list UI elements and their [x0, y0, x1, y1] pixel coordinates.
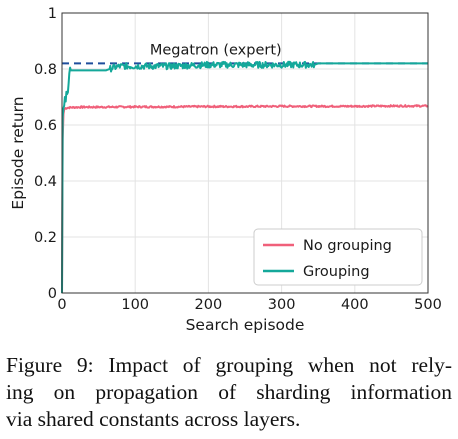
- series-line: [61, 60, 429, 294]
- plot-frame: [61, 12, 429, 294]
- chart: Megatron (expert) 0 100 200 300 400 500 00.20…: [9, 6, 442, 334]
- figure-caption: Figure 9: Impact of grouping when not re…: [6, 352, 452, 433]
- legend-label: Grouping: [303, 264, 370, 280]
- x-tick-label: 200: [195, 297, 223, 313]
- x-tick-label: 300: [268, 297, 296, 313]
- x-tick-label: 500: [414, 297, 442, 313]
- x-axis-label: Search episode: [186, 316, 305, 334]
- x-tick-labels: 0 100 200 300 400 500: [57, 297, 441, 313]
- grid: [61, 12, 429, 294]
- x-tick-label: 100: [121, 297, 149, 313]
- y-tick-label: 0.8: [34, 62, 57, 78]
- legend: No grouping Grouping: [253, 228, 423, 286]
- y-tick-label: 1: [48, 6, 57, 22]
- caption-line-3: via shared constants across layers.: [6, 407, 301, 431]
- y-tick-label: 0.4: [34, 174, 57, 190]
- y-axis-label: Episode return: [9, 96, 27, 209]
- caption-line-2: ing on propagation of sharding informati…: [6, 380, 452, 404]
- series-lines: [61, 60, 429, 294]
- y-tick-labels: 0 0.2 0.4 0.6 0.8 1: [34, 6, 57, 302]
- reference-line-label: Megatron (expert): [150, 42, 282, 58]
- x-tick-label: 400: [341, 297, 369, 313]
- y-tick-label: 0.2: [34, 230, 57, 246]
- legend-box: [253, 228, 423, 286]
- series-line: [61, 104, 429, 294]
- y-tick-label: 0.6: [34, 118, 57, 134]
- y-tick-label: 0: [48, 286, 57, 302]
- caption-line-1: Figure 9: Impact of grouping when not re…: [6, 353, 452, 377]
- x-tick-label: 0: [57, 297, 66, 313]
- legend-label: No grouping: [303, 238, 392, 254]
